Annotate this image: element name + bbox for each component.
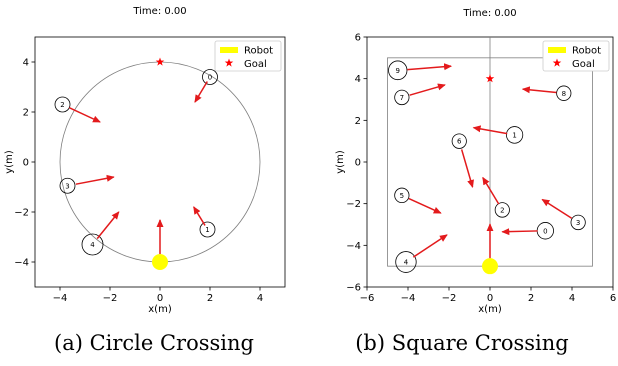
- legend-robot-swatch: [220, 47, 238, 53]
- x-tick-label: 4: [569, 293, 575, 304]
- x-tick-label: −2: [103, 293, 118, 304]
- human-label-7: 7: [400, 94, 404, 102]
- velocity-arrow-0: [194, 81, 208, 103]
- human-label-1: 1: [205, 226, 209, 234]
- human-4: [81, 233, 104, 256]
- legend-label-goal: Goal: [244, 59, 267, 70]
- human-label-2: 2: [60, 101, 64, 109]
- human-4: [395, 251, 417, 273]
- chart-panel-1: Time: 0.00 −6 −4 −2 0 2 4 6 −6 −4 −2 0 2 4 6 x(m) y(m) 0 1…: [335, 8, 616, 315]
- y-axis-label: y(m): [335, 150, 346, 174]
- human-label-4: 4: [90, 241, 95, 249]
- velocity-arrow-2: [68, 106, 101, 123]
- human-1: [199, 221, 216, 238]
- human-label-1: 1: [512, 131, 516, 139]
- robot-marker: [152, 254, 168, 270]
- x-tick-label: 2: [528, 293, 534, 304]
- y-axis-label: y(m): [4, 150, 15, 174]
- human-label-3: 3: [576, 219, 580, 227]
- y-tick-label: 0: [23, 158, 29, 169]
- velocity-arrow-2: [482, 176, 500, 205]
- chart-title: Time: 0.00: [462, 8, 516, 19]
- human-5: [394, 187, 410, 204]
- velocity-arrow-4: [412, 234, 448, 258]
- velocity-arrow-0: [501, 228, 538, 236]
- velocity-arrow-3: [541, 198, 573, 219]
- human-3: [59, 177, 76, 194]
- x-tick-label: 4: [257, 293, 263, 304]
- x-tick-label: −6: [360, 293, 375, 304]
- human-label-9: 9: [396, 67, 400, 75]
- velocity-arrow-7: [409, 83, 446, 96]
- velocity-arrow-5: [408, 197, 442, 214]
- x-tick-label: −2: [442, 293, 457, 304]
- y-tick-label: −2: [346, 199, 361, 210]
- human-label-5: 5: [400, 192, 404, 200]
- robot-marker: [482, 258, 498, 275]
- x-tick-label: −4: [53, 293, 68, 304]
- y-tick-label: 0: [355, 158, 361, 169]
- velocity-arrow-1: [193, 206, 206, 226]
- human-label-3: 3: [65, 182, 69, 190]
- x-axis-label: x(m): [478, 304, 502, 315]
- velocity-arrow-4: [96, 211, 120, 240]
- velocity-arrow-3: [75, 174, 115, 185]
- caption-b: (b) Square Crossing: [355, 331, 569, 355]
- chart-panel-0: Time: 0.00 −4 −2 0 2 4 −4 −2 0 2 4 x(m) y(m) 0 1 2 3 4 Rob…: [4, 6, 286, 315]
- human-label-0: 0: [208, 74, 212, 82]
- human-label-2: 2: [500, 206, 504, 214]
- y-tick-label: −4: [346, 241, 361, 252]
- velocity-arrow-6: [460, 149, 474, 188]
- legend: Robot Goal: [542, 40, 610, 72]
- goal-star: [155, 57, 165, 66]
- y-tick-label: 2: [23, 108, 29, 119]
- human-label-4: 4: [404, 259, 409, 267]
- human-1: [505, 126, 524, 144]
- legend-goal-star: [224, 58, 234, 67]
- x-tick-label: 0: [487, 293, 493, 304]
- human-8: [556, 85, 572, 101]
- human-label-0: 0: [543, 227, 547, 235]
- caption-a: (a) Circle Crossing: [54, 331, 254, 355]
- x-tick-label: 0: [157, 293, 163, 304]
- y-tick-label: −4: [14, 258, 29, 269]
- legend-label-goal: Goal: [572, 59, 595, 70]
- chart-title: Time: 0.00: [132, 6, 186, 17]
- human-6: [451, 133, 467, 149]
- x-axis-label: x(m): [148, 304, 172, 315]
- human-0: [202, 69, 218, 85]
- legend-robot-swatch: [548, 47, 566, 53]
- legend-label-robot: Robot: [572, 46, 601, 57]
- x-tick-label: 6: [610, 293, 616, 304]
- velocity-arrow-9: [407, 63, 453, 71]
- legend-goal-star: [552, 58, 562, 67]
- human-3: [570, 214, 586, 231]
- velocity-arrow-1: [472, 125, 508, 135]
- human-2: [494, 202, 510, 218]
- human-2: [54, 96, 71, 113]
- y-tick-label: 2: [355, 116, 361, 127]
- legend-label-robot: Robot: [244, 46, 273, 57]
- human-label-6: 6: [457, 138, 462, 146]
- y-tick-label: −6: [346, 283, 361, 294]
- x-tick-label: −4: [401, 293, 416, 304]
- y-tick-label: 4: [355, 74, 361, 85]
- legend: Robot Goal: [214, 40, 282, 72]
- y-tick-label: 4: [23, 58, 29, 69]
- goal-star: [485, 74, 495, 83]
- y-tick-label: −2: [14, 208, 29, 219]
- velocity-arrow-8: [521, 86, 557, 94]
- human-label-8: 8: [562, 90, 566, 98]
- x-tick-label: 2: [207, 293, 213, 304]
- human-9: [388, 60, 408, 81]
- y-tick-label: 6: [355, 33, 361, 44]
- human-7: [394, 89, 410, 106]
